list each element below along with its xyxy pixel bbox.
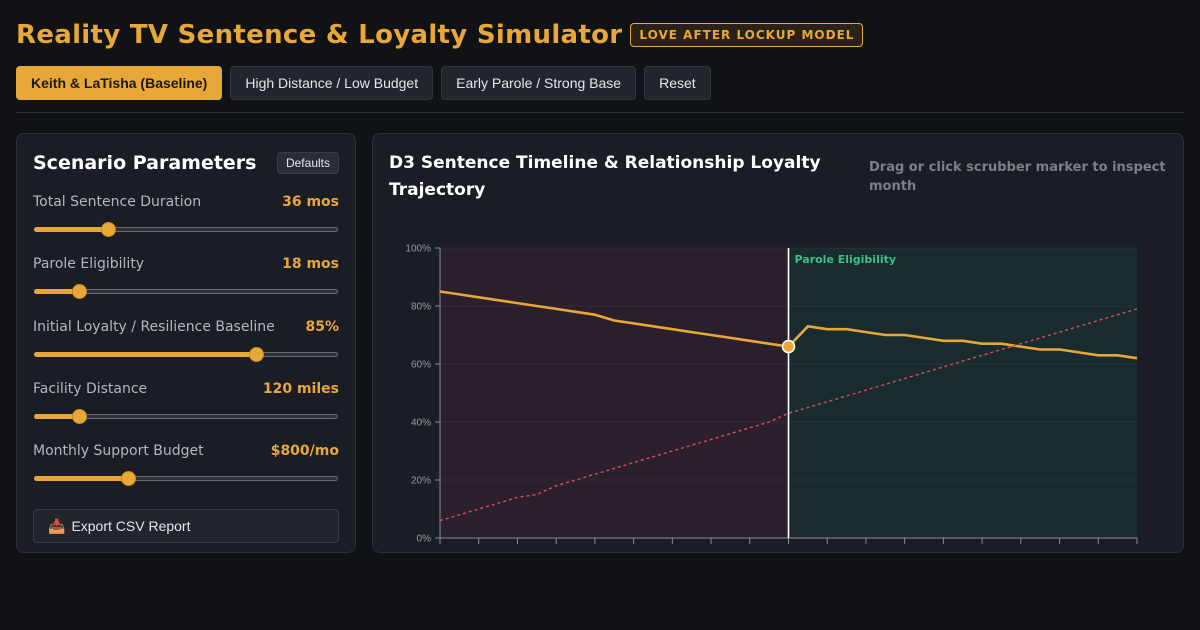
loyalty-baseline-slider[interactable]: [33, 346, 339, 362]
facility-distance-slider[interactable]: [33, 408, 339, 424]
param-label: Total Sentence Duration: [33, 194, 202, 210]
export-label: Export CSV Report: [71, 518, 191, 534]
slider-thumb[interactable]: [121, 471, 136, 486]
app-header: Reality TV Sentence & Loyalty Simulator …: [16, 18, 864, 52]
parameters-panel: Scenario Parameters Defaults Total Sente…: [16, 133, 356, 553]
parameters-title: Scenario Parameters: [33, 152, 257, 174]
loyalty-chart[interactable]: 0% 20% 40% 60% 80% 100% Parole Eligibility: [373, 134, 1184, 553]
y-tick-label: 80%: [411, 302, 431, 313]
inbox-tray-icon: 📥: [48, 517, 66, 534]
scrubber-marker[interactable]: [781, 339, 796, 354]
y-tick-label: 60%: [411, 360, 431, 371]
slider-thumb[interactable]: [71, 284, 87, 299]
param-loyalty-baseline: Initial Loyalty / Resilience Baseline 85…: [33, 318, 339, 362]
y-tick-label: 100%: [405, 244, 431, 255]
preset-early-parole-button[interactable]: Early Parole / Strong Base: [441, 66, 637, 100]
preset-high-distance-button[interactable]: High Distance / Low Budget: [230, 66, 434, 100]
chart-hint: Drag or click scrubber marker to inspect…: [869, 160, 1166, 194]
export-csv-button[interactable]: 📥 Export CSV Report: [33, 509, 339, 543]
param-value: 85%: [305, 319, 339, 335]
param-support-budget: Monthly Support Budget $800/mo: [33, 442, 339, 486]
preset-baseline-button[interactable]: Keith & LaTisha (Baseline): [16, 66, 223, 100]
model-badge: LOVE AFTER LOCKUP MODEL: [630, 23, 864, 47]
chart-panel: D3 Sentence Timeline & Relationship Loya…: [372, 133, 1184, 553]
param-facility-distance: Facility Distance 120 miles: [33, 380, 339, 424]
risk-line: [439, 308, 1138, 522]
preset-bar: Keith & LaTisha (Baseline) High Distance…: [16, 66, 711, 100]
param-parole-eligibility: Parole Eligibility 18 mos: [33, 255, 339, 299]
param-value: 120 miles: [262, 381, 339, 397]
param-label: Parole Eligibility: [33, 256, 145, 272]
pre-parole-region: [440, 248, 789, 538]
slider-thumb[interactable]: [71, 409, 87, 424]
param-value: 36 mos: [282, 194, 339, 210]
app-title: Reality TV Sentence & Loyalty Simulator: [16, 20, 623, 50]
post-parole-region: [788, 248, 1137, 538]
parole-label: Parole Eligibility: [795, 253, 897, 266]
y-tick-label: 20%: [411, 476, 431, 487]
param-value: $800/mo: [270, 443, 339, 459]
header-divider: [16, 112, 1184, 113]
param-value: 18 mos: [282, 256, 339, 272]
param-label: Initial Loyalty / Resilience Baseline: [33, 319, 275, 335]
parole-eligibility-slider[interactable]: [33, 283, 339, 299]
param-label: Monthly Support Budget: [33, 443, 204, 459]
parameters-header: Scenario Parameters Defaults: [33, 152, 339, 174]
slider-thumb[interactable]: [248, 347, 264, 362]
chart-title: D3 Sentence Timeline & Relationship Loya…: [389, 153, 821, 200]
param-sentence-duration: Total Sentence Duration 36 mos: [33, 193, 339, 237]
defaults-button[interactable]: Defaults: [276, 152, 339, 174]
sentence-duration-slider[interactable]: [33, 221, 339, 237]
y-tick-label: 40%: [411, 418, 431, 429]
slider-thumb[interactable]: [100, 222, 116, 237]
reset-button[interactable]: Reset: [644, 66, 711, 100]
y-tick-label: 0%: [417, 534, 432, 545]
support-budget-slider[interactable]: [33, 470, 339, 486]
param-label: Facility Distance: [33, 381, 148, 397]
